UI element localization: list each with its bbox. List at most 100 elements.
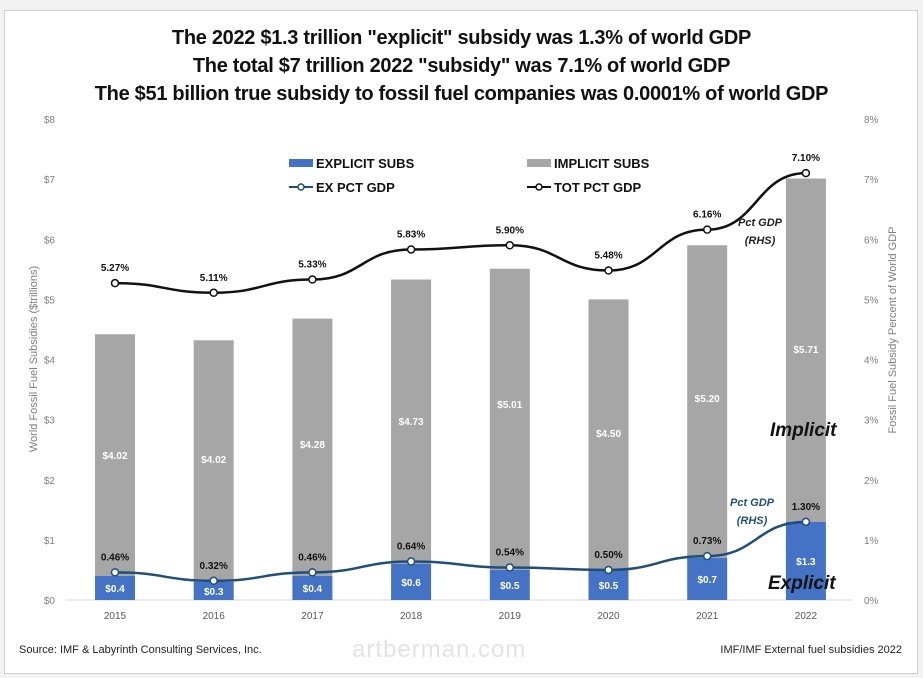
tot-pct-gdp-marker	[505, 241, 515, 250]
title-line-2: The total $7 trillion 2022 "subsidy" was…	[192, 55, 731, 77]
tot-pct-gdp-marker	[702, 225, 712, 234]
ex-pct-gdp-marker	[505, 563, 515, 572]
bar-label-implicit: $4.28	[300, 440, 325, 451]
bar-implicit	[391, 279, 432, 564]
tot-pct-gdp-data-label: 5.33%	[298, 260, 326, 271]
bar-label-explicit: $1.3	[796, 557, 816, 568]
bar-label-explicit: $0.4	[303, 584, 323, 595]
y-tick-right: 3%	[864, 416, 879, 427]
source-note: Source: IMF & Labyrinth Consulting Servi…	[19, 644, 262, 656]
y-tick-left: $6	[44, 235, 56, 246]
annotation-tot-rhs: (RHS)	[745, 235, 776, 247]
x-tick-label: 2015	[104, 611, 127, 622]
bar-label-implicit: $5.20	[695, 394, 720, 405]
legend-label-explicit: EXPLICIT SUBS	[316, 156, 415, 171]
y-tick-left: $3	[44, 416, 56, 427]
y-axis-title-left: World Fossil Fuel Subsidies ($trillions)	[28, 266, 40, 452]
y-tick-left: $5	[44, 295, 56, 306]
x-tick-label: 2020	[597, 611, 620, 622]
tot-pct-gdp-marker	[406, 245, 416, 254]
y-tick-right: 6%	[864, 235, 879, 246]
ex-pct-gdp-data-label: 0.46%	[298, 552, 326, 563]
bar-label-explicit: $0.5	[500, 581, 520, 592]
annotation-explicit: Explicit	[768, 573, 836, 594]
legend-label-tot-pct: TOT PCT GDP	[554, 180, 641, 195]
bar-label-implicit: $5.71	[793, 345, 818, 356]
ex-pct-gdp-data-label: 0.64%	[397, 542, 425, 553]
bar-implicit	[292, 318, 333, 576]
bar-label-implicit: $4.73	[399, 417, 424, 428]
ex-pct-gdp-data-label: 1.30%	[792, 502, 820, 513]
legend-swatch-explicit	[289, 159, 313, 167]
annotation-ex-rhs: (RHS)	[737, 515, 768, 527]
y-tick-right: 1%	[864, 536, 879, 547]
ex-pct-gdp-marker	[209, 576, 218, 586]
bar-explicit	[785, 521, 826, 600]
tot-pct-gdp-marker	[209, 288, 218, 298]
y-tick-right: 7%	[864, 175, 879, 186]
tot-pct-gdp-marker	[604, 266, 613, 275]
annotation-ex-pct-gdp: Pct GDP	[730, 497, 775, 509]
bar-explicit	[292, 575, 333, 600]
ex-pct-gdp-marker	[801, 517, 811, 527]
ex-pct-gdp-data-label: 0.54%	[496, 548, 524, 559]
bar-implicit	[193, 340, 234, 582]
legend-label-ex-pct: EX PCT GDP	[316, 180, 395, 195]
bar-label-explicit: $0.5	[599, 581, 619, 592]
y-tick-left: $4	[44, 356, 56, 367]
ex-pct-gdp-data-label: 0.32%	[200, 561, 228, 572]
bar-implicit	[95, 334, 135, 576]
x-tick-label: 2016	[203, 611, 226, 622]
bar-label-implicit: $5.01	[497, 400, 522, 411]
y-tick-left: $0	[44, 596, 56, 607]
y-tick-right: 8%	[864, 115, 879, 126]
y-tick-right: 0%	[864, 596, 879, 607]
legend-marker-ex-pct	[297, 183, 305, 191]
x-tick-label: 2018	[400, 611, 423, 622]
legend-label-implicit: IMPLICIT SUBS	[554, 156, 650, 171]
annotation-tot-pct-gdp: Pct GDP	[738, 217, 783, 229]
bar-label-explicit: $0.7	[697, 575, 717, 586]
y-tick-left: $2	[44, 476, 56, 487]
bar-implicit	[489, 268, 530, 570]
title-line-3: The $51 billion true subsidy to fossil f…	[94, 83, 829, 105]
ex-pct-gdp-marker	[406, 557, 416, 566]
tot-pct-gdp-data-label: 5.48%	[594, 251, 622, 262]
y-tick-right: 5%	[864, 295, 879, 306]
y-axis-title-right: Fossil Fuel Subsidy Percent of World GDP	[887, 226, 899, 433]
bar-implicit	[687, 245, 728, 558]
y-tick-left: $7	[44, 175, 56, 186]
tot-pct-gdp-data-label: 5.90%	[496, 225, 524, 236]
annotation-implicit: Implicit	[770, 420, 837, 441]
bar-label-explicit: $0.4	[105, 584, 125, 595]
ex-pct-gdp-data-label: 0.46%	[101, 552, 129, 563]
ex-pct-gdp-data-label: 0.50%	[594, 550, 622, 561]
y-tick-right: 2%	[864, 476, 879, 487]
bar-explicit	[588, 569, 629, 600]
bar-label-explicit: $0.6	[401, 578, 421, 589]
ex-pct-gdp-marker	[702, 551, 712, 561]
tot-pct-gdp-data-label: 5.83%	[397, 229, 425, 240]
tot-pct-gdp-marker	[110, 278, 120, 288]
tot-pct-gdp-marker	[308, 275, 317, 284]
bar-implicit	[588, 299, 629, 570]
dataset-note: IMF/IMF External fuel subsidies 2022	[720, 644, 902, 656]
tot-pct-gdp-data-label: 7.10%	[792, 153, 820, 164]
ex-pct-gdp-marker	[110, 568, 120, 577]
bar-explicit	[489, 569, 530, 600]
bar-implicit	[785, 178, 826, 522]
ex-pct-gdp-marker	[308, 568, 317, 577]
bar-label-implicit: $4.02	[201, 455, 226, 466]
tot-pct-gdp-data-label: 5.27%	[101, 263, 129, 274]
bar-label-implicit: $4.02	[102, 451, 127, 462]
title-line-1: The 2022 $1.3 trillion "explicit" subsid…	[171, 27, 752, 49]
y-tick-right: 4%	[864, 356, 879, 367]
bar-explicit	[687, 557, 728, 600]
x-tick-label: 2021	[696, 611, 719, 622]
ex-pct-gdp-marker	[604, 565, 613, 575]
chart-frame	[4, 10, 918, 674]
tot-pct-gdp-data-label: 5.11%	[200, 273, 228, 284]
y-tick-left: $1	[44, 536, 56, 547]
bar-explicit	[95, 575, 135, 600]
x-tick-label: 2017	[301, 611, 324, 622]
